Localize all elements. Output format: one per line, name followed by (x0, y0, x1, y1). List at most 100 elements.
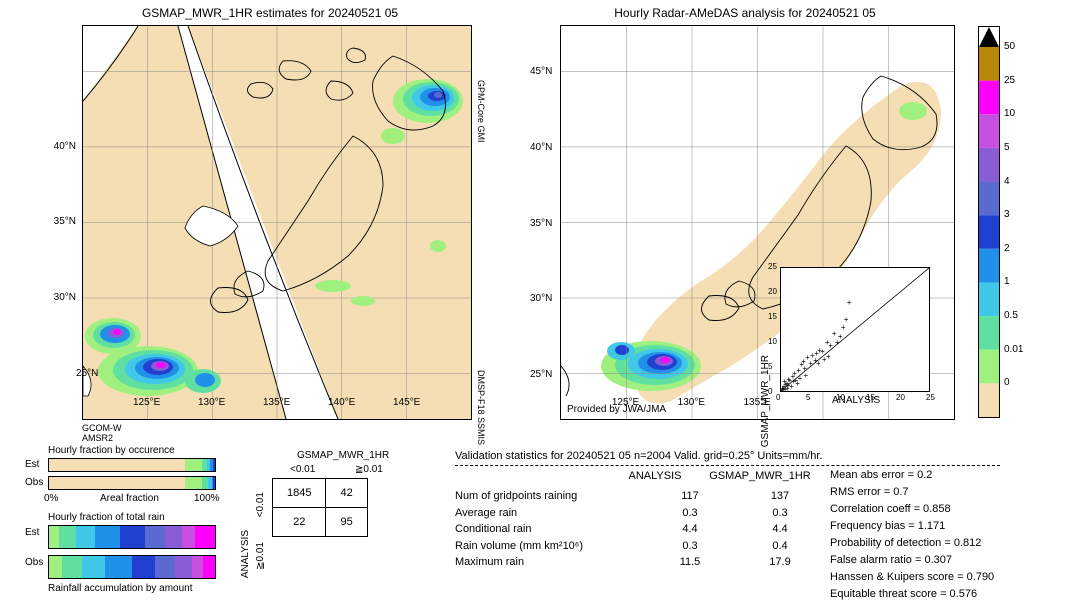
colorbar-tick: 5 (1004, 142, 1010, 153)
map1-svg (83, 26, 471, 419)
stat-val-b: 137 (735, 488, 825, 505)
metric-line: Mean abs error = 0.2 (830, 467, 1060, 484)
metric-line: Hanssen & Kuipers score = 0.790 (830, 569, 1060, 586)
stats-col1: ANALYSIS (610, 470, 700, 482)
scatter-panel: ++++++++++++++++++++++++++++++++++++++++… (780, 267, 930, 392)
map2-lat-tick: 35°N (530, 218, 552, 229)
metric-line: Frequency bias = 1.171 (830, 518, 1060, 535)
metric-line: Correlation coeff = 0.858 (830, 501, 1060, 518)
bar-segment (192, 556, 204, 578)
map2-title: Hourly Radar-AMeDAS analysis for 2024052… (545, 6, 945, 20)
bar-segment (49, 526, 59, 548)
areal-mid: Areal fraction (100, 493, 159, 504)
stat-val-b: 0.3 (735, 505, 825, 522)
bar-segment (120, 526, 145, 548)
ct-row-header: ANALYSIS (240, 530, 251, 578)
stat-label: Maximum rain (455, 554, 645, 571)
stats-divider (455, 465, 1000, 466)
metric-line: RMS error = 0.7 (830, 484, 1060, 501)
ct-10: 22 (273, 508, 326, 537)
metric-line: Probability of detection = 0.812 (830, 535, 1060, 552)
stat-val-a: 117 (645, 488, 735, 505)
colorbar-tick: 4 (1004, 176, 1010, 187)
bar-segment (76, 526, 96, 548)
bar-rain-obs (48, 555, 216, 579)
bar-segment (182, 526, 195, 548)
bar-segment (82, 556, 105, 578)
occ-title: Hourly fraction by occurence (48, 445, 175, 456)
bar-occ-obs (48, 476, 216, 490)
stat-val-a: 4.4 (645, 521, 735, 538)
scatter-point: + (820, 348, 825, 356)
map1-lat-30: 30°N (54, 292, 76, 303)
bar-segment (185, 477, 202, 489)
stat-label: Average rain (455, 505, 645, 522)
rain-obs-label: Obs (25, 557, 43, 568)
map2-lat-tick: 45°N (530, 66, 552, 77)
ct-lt-row: <0.01 (255, 492, 266, 517)
stat-label: Rain volume (mm km²10⁶) (455, 538, 645, 555)
scatter-point: + (826, 353, 831, 361)
bar-segment (213, 477, 215, 489)
areal-100: 100% (194, 493, 220, 504)
colorbar-tick: 0.01 (1004, 344, 1023, 355)
map2-lon-tick: 130°E (678, 397, 705, 408)
stat-val-a: 11.5 (645, 554, 735, 571)
accum-title: Rainfall accumulation by amount (48, 583, 193, 594)
colorbar-tick: 0 (1004, 377, 1010, 388)
sat-label-gcom: GCOM-W AMSR2 (82, 423, 122, 443)
map1-lon-tick: 135°E (263, 397, 290, 408)
scatter-ytick: 0 (768, 387, 772, 396)
colorbar-tick: 10 (1004, 108, 1015, 119)
map1-panel (82, 25, 472, 420)
bar-segment (105, 556, 132, 578)
scatter-point: + (838, 333, 843, 341)
scatter-point: + (791, 378, 796, 386)
bar-segment (165, 526, 182, 548)
scatter-point: + (783, 386, 788, 394)
scatter-point: + (816, 360, 821, 368)
stat-val-b: 0.4 (735, 538, 825, 555)
metric-line: False alarm ratio = 0.307 (830, 552, 1060, 569)
map2-lon-tick: 125°E (612, 397, 639, 408)
map1-lon-tick: 140°E (328, 397, 355, 408)
colorbar-tick: 2 (1004, 243, 1010, 254)
rain-est-label: Est (25, 527, 39, 538)
bar-segment (195, 526, 215, 548)
bar-segment (185, 459, 202, 471)
stats-header: Validation statistics for 20240521 05 n=… (455, 450, 1010, 462)
occ-est-label: Est (25, 459, 39, 470)
stat-val-a: 0.3 (645, 505, 735, 522)
bar-rain-est (48, 525, 216, 549)
scatter-point: + (844, 316, 849, 324)
scatter-ytick: 5 (768, 362, 772, 371)
stat-val-a: 0.3 (645, 538, 735, 555)
map2-lat-tick: 40°N (530, 142, 552, 153)
ct-col-header: GSMAP_MWR_1HR (297, 450, 389, 461)
rain-title: Hourly fraction of total rain (48, 512, 165, 523)
stat-label: Conditional rain (455, 521, 645, 538)
stats-col2: GSMAP_MWR_1HR (700, 470, 820, 482)
colorbar-tick: 50 (1004, 41, 1015, 52)
metric-line: Equitable threat score = 0.576 (830, 586, 1060, 603)
ct-ge: ≧0.01 (355, 464, 383, 475)
scatter-ytick: 25 (768, 262, 777, 271)
map1-lat-35: 35°N (54, 216, 76, 227)
scatter-ytick: 15 (768, 312, 777, 321)
stat-val-b: 17.9 (735, 554, 825, 571)
bar-segment (203, 556, 215, 578)
scatter-point: + (825, 339, 830, 347)
bar-segment (95, 526, 120, 548)
scatter-xtick: 0 (776, 393, 780, 402)
map1-lon-tick: 130°E (198, 397, 225, 408)
scatter-ytick: 10 (768, 337, 777, 346)
colorbar (978, 26, 1000, 418)
areal-0: 0% (44, 493, 58, 504)
bar-segment (49, 459, 185, 471)
scatter-point: + (847, 299, 852, 307)
ct-00: 1845 (273, 479, 326, 508)
map1-lon-tick: 145°E (393, 397, 420, 408)
bar-occ-est (48, 458, 216, 472)
map2-lat-tick: 30°N (530, 293, 552, 304)
ct-ge-row: ≧0.01 (255, 542, 266, 570)
